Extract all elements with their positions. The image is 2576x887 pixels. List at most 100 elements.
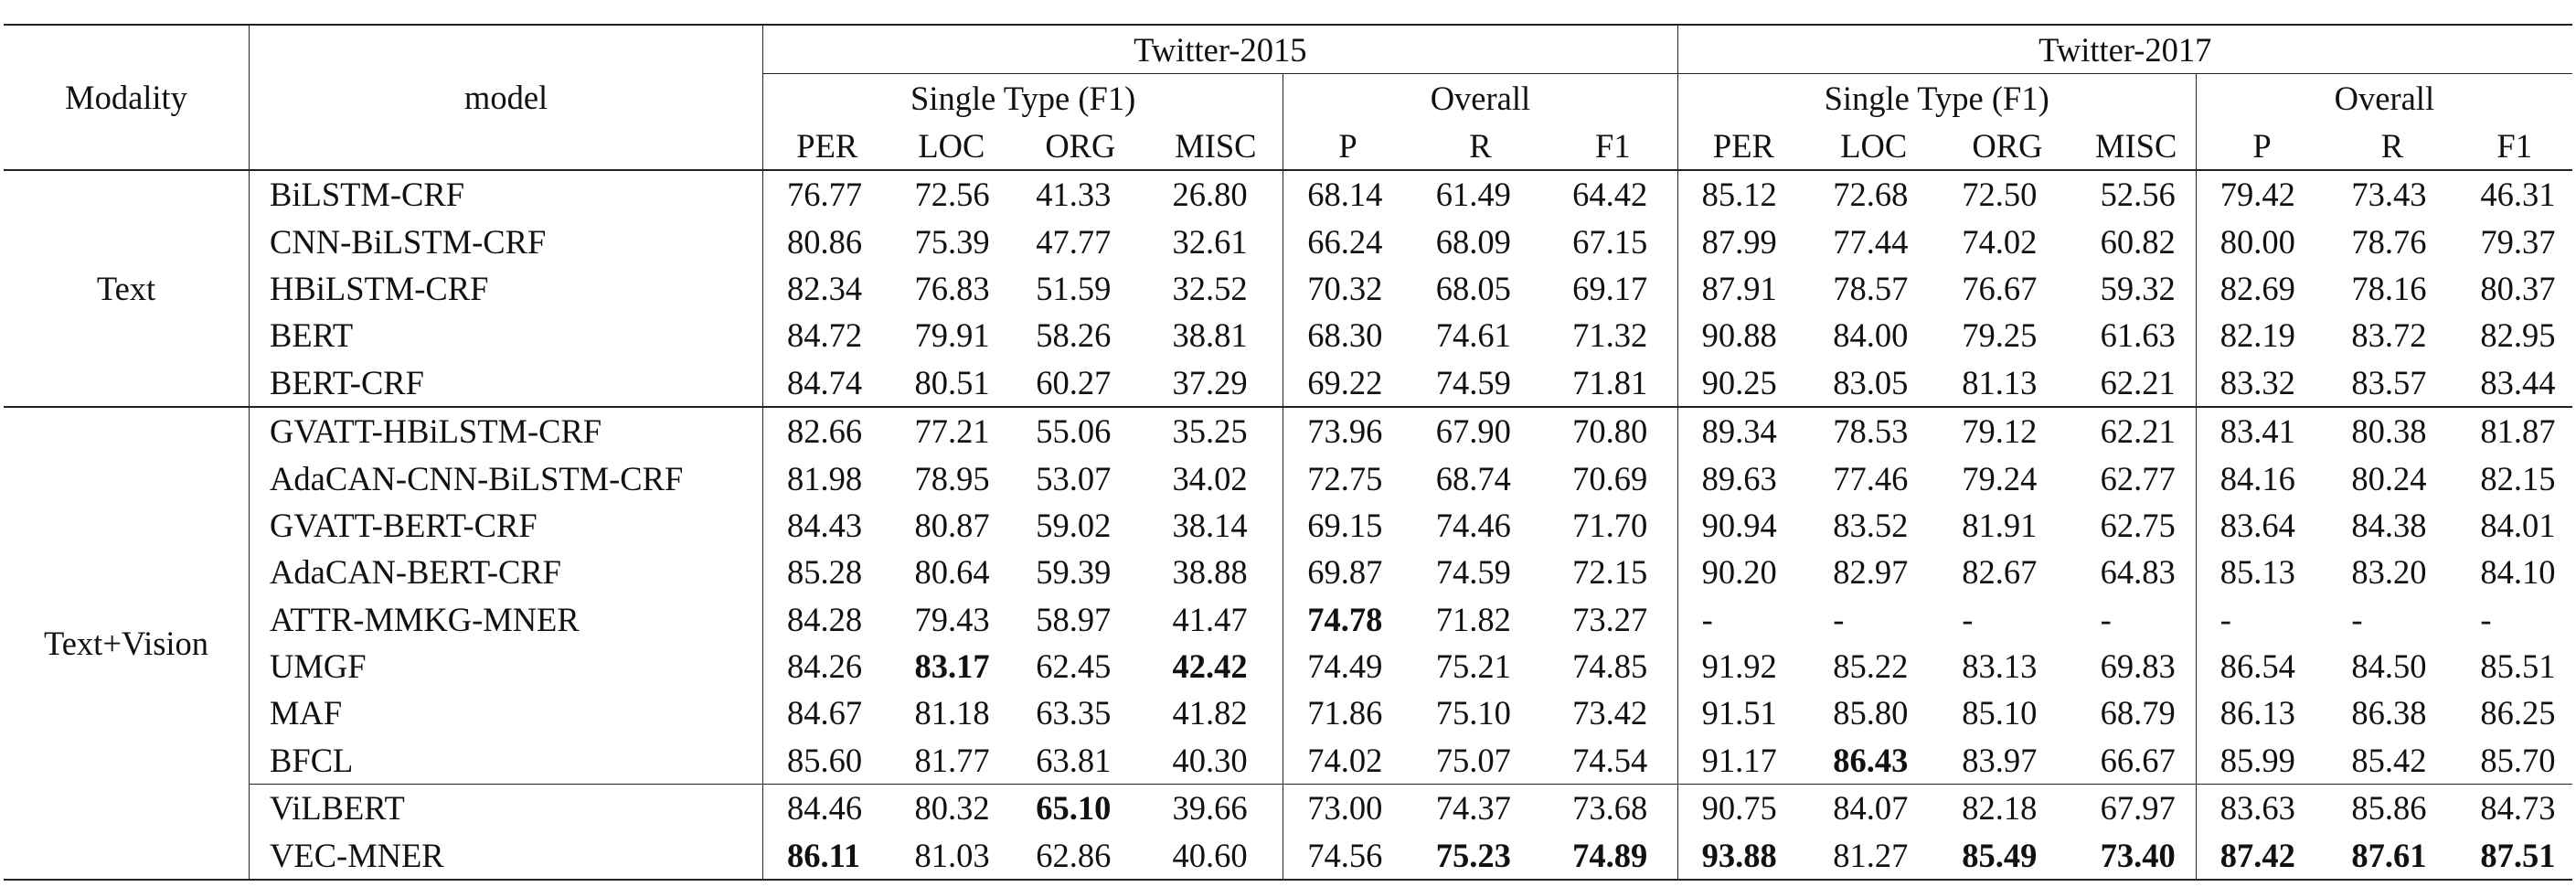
value-cell: 83.41 [2196,405,2328,455]
value-cell: 83.32 [2219,363,2295,401]
value-cell: 76.67 [1962,269,2038,307]
value-cell: 79.24 [1962,459,2038,497]
value-cell: 76.83 [914,269,990,307]
value-cell: 69.87 [1307,553,1383,592]
header-per-2017: PER [1677,122,1810,171]
value-cell: 82.66 [762,405,891,455]
value-cell: 68.14 [1307,176,1383,214]
value-cell: 73.43 [2351,176,2427,214]
value-cell: 71.82 [1435,600,1511,638]
value-cell: 37.29 [1148,358,1284,407]
value-cell: - [1833,600,1845,638]
model-name-cell: MAF [249,689,764,737]
model-name-cell: BiLSTM-CRF [249,170,764,219]
value-cell: 67.90 [1411,405,1549,455]
value-cell: 47.77 [1036,222,1112,261]
value-cell: 58.97 [1036,600,1112,638]
value-cell: 55.06 [1012,405,1149,455]
value-cell: 75.07 [1435,741,1511,779]
value-cell: 68.74 [1435,459,1511,497]
value-cell: 39.66 [1148,784,1284,832]
value-cell: - [2219,600,2231,638]
table-row: AdaCAN-CNN-BiLSTM-CRF 81.98 78.95 53.07 34.0… [4,454,2572,502]
value-cell: 79.37 [2480,222,2556,261]
model-name-cell: BERT [249,312,764,359]
header-misc-2015: MISC [1148,122,1284,171]
value-cell: - [2351,600,2363,638]
table-row: Text BiLSTM-CRF 76.77 72.56 41.33 26.80 68.14 6… [4,170,2572,408]
value-cell: 41.47 [1148,595,1284,643]
value-cell: 90.25 [1701,363,1777,401]
value-cell: 85.12 [1701,176,1777,214]
value-cell: 85.70 [2480,741,2556,779]
value-cell: 69.15 [1307,506,1383,544]
value-cell: 85.99 [2219,741,2295,779]
value-cell: 59.32 [2076,264,2197,313]
value-cell: 71.81 [1549,358,1678,407]
header-overall-2015: Overall [1283,73,1678,122]
value-cell: 75.23 [1411,831,1549,881]
value-cell: 73.40 [2076,831,2197,881]
header-single-type-2017: Single Type (F1) [1677,73,2197,122]
value-cell: 72.15 [1549,549,1678,596]
table-row: MAF 84.67 81.18 63.35 41.82 71.86 75.10 73.42 91… [4,689,2572,737]
value-cell: 78.57 [1833,269,1909,307]
value-cell: 69.83 [2076,642,2197,690]
value-cell: 64.83 [2076,549,2197,596]
value-cell: 61.49 [1435,176,1511,214]
value-cell: 70.80 [1549,405,1678,455]
value-cell: 83.20 [2351,553,2427,592]
value-cell: 82.97 [1833,553,1909,592]
value-cell: 69.22 [1307,363,1383,401]
value-cell: 71.32 [1549,312,1678,359]
value-cell: 84.74 [787,363,863,401]
value-cell: 84.28 [787,600,863,638]
value-cell: 80.51 [914,363,990,401]
value-cell: 68.79 [2076,689,2197,737]
value-cell: 90.94 [1701,506,1777,544]
model-name-cell: UMGF [249,642,764,690]
value-cell: 70.69 [1549,454,1678,502]
value-cell: - [1962,600,1974,638]
value-cell: 84.67 [787,694,863,732]
header-overall-2017: Overall [2334,79,2435,117]
table-body: Text BiLSTM-CRF 76.77 72.56 41.33 26.80 68.14 6… [4,170,2572,881]
model-name-cell: BERT-CRF [249,358,764,407]
model-name-cell: AdaCAN-BERT-CRF [249,549,764,596]
value-cell: 74.02 [1307,741,1383,779]
value-cell: 63.81 [1036,741,1112,779]
header-loc-2017: LOC [1809,122,1939,171]
value-cell: 71.86 [1307,694,1383,732]
model-name-cell: CNN-BiLSTM-CRF [249,218,764,265]
value-cell: 41.82 [1148,689,1284,737]
value-cell: 60.82 [2076,218,2197,265]
modality-cell: Text+Vision [4,405,250,881]
value-cell: 78.53 [1809,405,1939,455]
table-row: ViLBERT 84.46 80.32 65.10 39.66 73.00 74.37 73.… [4,784,2572,832]
value-cell: 85.22 [1833,647,1909,686]
value-cell: 68.09 [1435,222,1511,261]
header-f1-2017: F1 [2456,122,2572,171]
value-cell: 85.49 [1938,831,2077,881]
header-twitter-2017: Twitter-2017 [1677,24,2572,74]
value-cell: 91.51 [1701,694,1777,732]
value-cell: 35.25 [1148,405,1284,455]
model-name-cell: BFCL [249,736,764,785]
value-cell: 84.00 [1833,316,1909,355]
table-row: VEC-MNER 86.11 81.03 62.86 40.60 74.56 75.23 74… [4,831,2572,881]
header-f1-2015: F1 [1549,122,1678,171]
table-row: AdaCAN-BERT-CRF 85.28 80.64 59.39 38.88 69.87… [4,549,2572,596]
value-cell: 74.61 [1435,316,1511,355]
value-cell: 85.51 [2480,647,2556,686]
value-cell: 70.32 [1307,269,1383,307]
value-cell: 38.88 [1148,549,1284,596]
value-cell: 85.28 [787,553,863,592]
table-row: BERT-CRF 84.74 80.51 60.27 37.29 69.22 74.59 71… [4,358,2572,407]
value-cell: 74.59 [1435,553,1511,592]
results-table-container: Modality model Twitter-2015 Twitter-2017… [0,24,2576,881]
header-single-type-2015: Single Type (F1) [762,73,1284,122]
value-cell: 59.39 [1036,553,1112,592]
value-cell: 26.80 [1148,170,1284,219]
value-cell: 62.77 [2076,454,2197,502]
value-cell: 82.15 [2480,459,2556,497]
